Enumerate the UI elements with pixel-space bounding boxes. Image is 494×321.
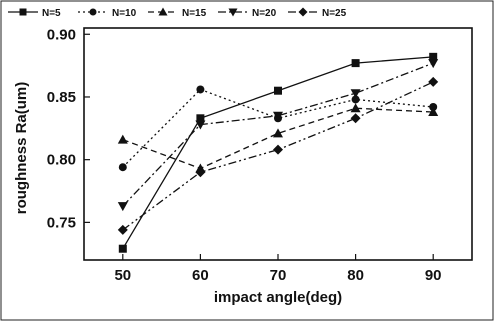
- data-point: [428, 76, 439, 87]
- y-axis-title: roughness Ra(um): [13, 82, 30, 215]
- data-point: [350, 103, 361, 113]
- legend-item: N=10: [78, 8, 137, 19]
- data-point: [117, 202, 128, 212]
- y-tick-label: 0.75: [47, 214, 76, 231]
- data-point: [117, 224, 128, 235]
- series-line: [122, 62, 434, 207]
- y-tick-label: 0.90: [47, 26, 76, 43]
- x-tick-label: 70: [270, 267, 287, 284]
- x-tick-label: 60: [192, 267, 209, 284]
- legend-item: N=20: [218, 8, 277, 19]
- legend-marker: [228, 8, 238, 17]
- data-point: [118, 163, 127, 172]
- series-N=25: [117, 76, 439, 235]
- series-line: [122, 107, 434, 170]
- data-point: [428, 107, 439, 117]
- legend-label: N=25: [322, 8, 347, 19]
- legend-marker: [89, 8, 97, 16]
- series-layer: [117, 52, 439, 253]
- legend-label: N=20: [252, 8, 277, 19]
- legend-item: N=15: [148, 7, 207, 19]
- data-point: [350, 89, 361, 99]
- data-point: [350, 113, 361, 124]
- y-tick-label: 0.80: [47, 152, 76, 169]
- x-tick-label: 80: [347, 267, 364, 284]
- data-point: [117, 134, 128, 144]
- legend-label: N=10: [112, 8, 137, 19]
- legend-label: N=15: [182, 8, 207, 19]
- x-axis-title: impact angle(deg): [214, 289, 342, 306]
- x-tick-label: 90: [425, 267, 442, 284]
- legend-label: N=5: [42, 8, 61, 19]
- legend-marker: [298, 7, 308, 17]
- data-point: [118, 244, 127, 253]
- y-tick-label: 0.85: [47, 89, 76, 106]
- data-point: [428, 59, 439, 69]
- series-N=20: [117, 59, 439, 212]
- legend: N=5 N=10 N=15 N=20 N=25: [8, 7, 347, 19]
- x-tick-label: 50: [114, 267, 131, 284]
- data-point: [273, 144, 283, 155]
- data-point: [195, 120, 206, 130]
- data-point: [196, 85, 205, 94]
- y-axis-ticks: 0.75 0.80 0.85 0.90: [47, 26, 90, 231]
- series-line: [122, 81, 434, 231]
- data-point: [429, 52, 438, 61]
- legend-marker: [158, 7, 168, 16]
- data-point: [274, 86, 282, 95]
- data-point: [273, 128, 283, 138]
- data-point: [429, 103, 438, 112]
- data-point: [273, 111, 283, 121]
- data-point: [351, 59, 360, 68]
- x-axis-ticks: 50 60 70 80 90: [114, 254, 442, 284]
- series-N=5: [118, 52, 438, 253]
- legend-marker: [19, 8, 27, 16]
- data-point: [196, 114, 205, 123]
- legend-item: N=5: [8, 8, 61, 19]
- data-point: [351, 95, 360, 104]
- data-point: [195, 167, 206, 178]
- legend-item: N=25: [288, 7, 347, 19]
